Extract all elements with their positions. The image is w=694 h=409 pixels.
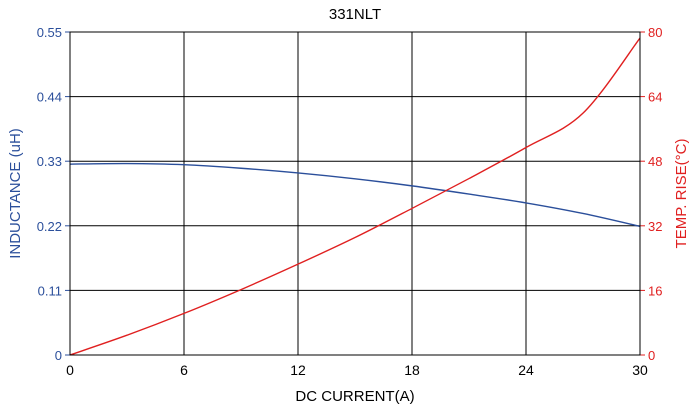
x-tick-label: 6 <box>180 362 188 378</box>
y-right-tick-label: 48 <box>648 154 662 169</box>
y-right-tick-label: 80 <box>648 25 662 40</box>
y-left-tick-label: 0.44 <box>37 90 62 105</box>
x-tick-label: 12 <box>290 362 306 378</box>
y-right-tick-label: 64 <box>648 90 662 105</box>
y-left-tick-label: 0.33 <box>37 154 62 169</box>
y-right-tick-label: 16 <box>648 283 662 298</box>
y-left-tick-label: 0 <box>55 348 62 363</box>
y-left-tick-label: 0.11 <box>38 283 62 298</box>
x-tick-label: 30 <box>632 362 648 378</box>
y-axis-label-right: TEMP. RISE(°C) <box>673 139 690 249</box>
y-right-tick-label: 32 <box>648 219 662 234</box>
y-left-tick-label: 0.22 <box>37 219 62 234</box>
x-axis-label: DC CURRENT(A) <box>295 388 414 405</box>
tick-labels: 0 6 12 18 24 300 00.11 160.22 320.33 480.44 640.55… <box>37 25 663 378</box>
y-axis-label-left: INDUCTANCE (uH) <box>7 128 24 259</box>
x-tick-label: 24 <box>518 362 534 378</box>
x-tick-label: 18 <box>404 362 420 378</box>
x-tick-label: 0 <box>66 362 74 378</box>
series-layer <box>69 37 641 356</box>
chart-title: 331NLT <box>329 6 381 23</box>
y-left-tick-label: 0.55 <box>37 25 62 40</box>
grid <box>65 31 645 356</box>
series-line-inductance <box>69 162 641 228</box>
series-line-temp-rise <box>69 37 641 356</box>
y-right-tick-label: 0 <box>648 348 655 363</box>
plot-frame <box>69 31 641 356</box>
